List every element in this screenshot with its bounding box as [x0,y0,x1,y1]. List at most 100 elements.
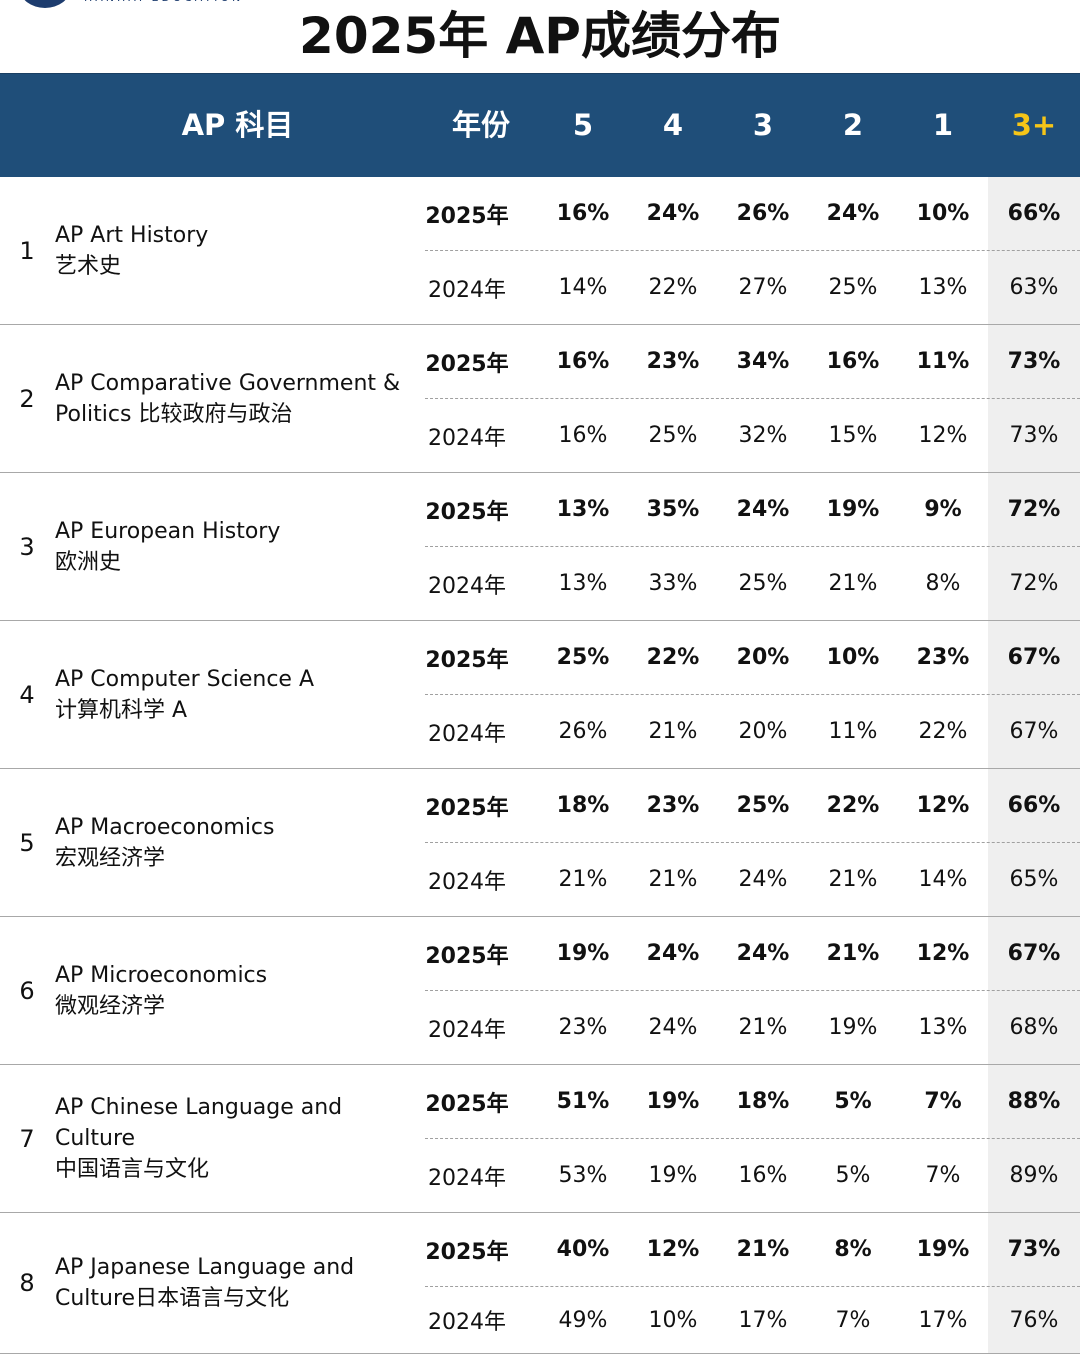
score-4-cell: 21% [648,719,698,744]
table-row: 2 AP Comparative Government & Politics 比较政… [0,325,1080,473]
score-2-cell: 25% [828,275,878,300]
table-header: AP 科目 年份 5 4 3 2 1 3+ [0,73,1080,177]
score-1-cell: 7% [925,1163,961,1188]
year-cell: 2024年 [428,1310,506,1335]
score-3-cell: 20% [736,645,790,670]
score-5-cell: 14% [558,275,608,300]
pass-rate-cell: 63% [1009,275,1059,300]
score-4-cell: 10% [648,1307,698,1333]
score-2-cell: 10% [826,645,880,670]
page-title: 2025年 AP成绩分布 [299,7,781,65]
score-3-cell: 34% [736,349,790,374]
header-score-3: 3 [752,108,774,142]
row-index: 4 [19,680,35,709]
pass-rate-column-bg [988,1213,1080,1353]
year-2025-subrow: 2025年 40% 12% 21% 8% 19% 73% [425,1213,1080,1287]
year-2025-subrow: 2025年 16% 24% 26% 24% 10% 66% [425,177,1080,251]
score-3-cell: 21% [738,1015,788,1040]
year-2024-subrow: 2024年 23% 24% 21% 19% 13% 68% [425,991,1080,1064]
year-cell: 2025年 [425,795,509,821]
table-row: 3 AP European History 欧洲史 2025年 13% 35% 24% 19%… [0,473,1080,621]
subject-name-line: 宏观经济学 [55,845,166,871]
score-3-cell: 24% [736,497,790,522]
score-5-cell: 16% [556,201,610,226]
score-5-cell: 18% [556,793,610,818]
subject-name-line: Culture日本语言与文化 [55,1286,290,1311]
brand-logo-text: HANHAI EDUCATION [84,0,243,4]
subject-name-line: AP Macroeconomics [55,814,275,840]
table-body: 1 AP Art History 艺术史 2025年 16% 24% 26% 24% 10% 66… [0,177,1080,1354]
score-4-cell: 24% [646,201,700,226]
score-1-cell: 17% [918,1307,968,1333]
score-4-cell: 21% [648,867,698,892]
score-3-cell: 32% [738,423,788,448]
row-index: 2 [19,384,35,413]
subject-name-line: 计算机科学 A [55,697,188,723]
header-score-5: 5 [572,108,594,142]
subject-name-line: AP Microeconomics [55,962,268,988]
score-4-cell: 24% [646,941,700,966]
pass-rate-cell: 73% [1007,1237,1061,1262]
year-cell: 2025年 [425,647,509,673]
score-5-cell: 53% [558,1163,608,1188]
row-index: 5 [19,828,35,857]
score-5-cell: 49% [558,1307,608,1333]
score-2-cell: 22% [826,793,880,818]
year-cell: 2025年 [425,351,509,377]
year-cell: 2024年 [428,573,506,599]
score-3-cell: 25% [738,571,788,596]
year-2024-subrow: 2024年 13% 33% 25% 21% 8% 72% [425,547,1080,620]
score-3-cell: 24% [736,941,790,966]
pass-rate-cell: 67% [1007,941,1061,966]
score-2-cell: 16% [826,349,880,374]
score-2-cell: 5% [834,1089,872,1114]
subject-name: AP Microeconomics 微观经济学 [55,917,425,1064]
year-2025-subrow: 2025年 19% 24% 24% 21% 12% 67% [425,917,1080,991]
year-cell: 2025年 [425,499,509,525]
score-3-cell: 26% [736,201,790,226]
year-cell: 2024年 [428,869,506,895]
score-4-cell: 22% [648,275,698,300]
score-distribution-table: AP 科目 年份 5 4 3 2 1 3+ 1 AP Art History 艺术史… [0,73,1080,1354]
subject-name: AP Chinese Language and Culture 中国语言与文化 [55,1065,425,1212]
subject-name: AP Comparative Government & Politics 比较政府… [55,325,425,472]
year-2024-subrow: 2024年 16% 25% 32% 15% 12% 73% [425,399,1080,472]
score-3-cell: 25% [736,793,790,818]
table-row: 8 AP Japanese Language and Culture日本语言与文化 2… [0,1213,1080,1354]
score-3-cell: 24% [738,867,788,892]
score-5-cell: 13% [556,497,610,522]
score-4-cell: 12% [646,1237,700,1262]
score-1-cell: 10% [916,201,970,226]
score-3-cell: 21% [736,1237,790,1262]
score-5-cell: 16% [556,349,610,374]
pass-rate-cell: 67% [1009,719,1059,744]
table-row: 6 AP Microeconomics 微观经济学 2025年 19% 24% 24% 21%… [0,917,1080,1065]
score-5-cell: 51% [556,1089,610,1114]
row-index: 3 [19,532,35,561]
year-2024-subrow: 2024年 53% 19% 16% 5% 7% 89% [425,1139,1080,1212]
pass-rate-cell: 67% [1007,645,1061,670]
score-1-cell: 12% [916,793,970,818]
score-4-cell: 24% [648,1015,698,1040]
score-5-cell: 23% [558,1015,608,1040]
score-3-cell: 20% [738,719,788,744]
brand-logo [20,0,70,8]
score-2-cell: 24% [826,201,880,226]
score-4-cell: 19% [648,1163,698,1188]
year-cell: 2024年 [428,277,506,303]
year-2024-subrow: 2024年 26% 21% 20% 11% 22% 67% [425,695,1080,768]
header-pass-rate: 3+ [1011,108,1057,142]
table-row: 5 AP Macroeconomics 宏观经济学 2025年 18% 23% 25% 22%… [0,769,1080,917]
subject-name-line: AP European History [55,518,281,544]
score-4-cell: 22% [646,645,700,670]
year-cell: 2024年 [428,425,506,451]
score-1-cell: 9% [924,497,962,522]
subject-name: AP Macroeconomics 宏观经济学 [55,769,425,916]
score-1-cell: 22% [918,719,968,744]
year-cell: 2025年 [425,943,509,969]
row-index: 1 [19,236,35,265]
year-cell: 2025年 [425,1239,509,1265]
score-2-cell: 15% [828,423,878,448]
pass-rate-cell: 68% [1009,1015,1059,1040]
score-1-cell: 11% [916,349,970,374]
